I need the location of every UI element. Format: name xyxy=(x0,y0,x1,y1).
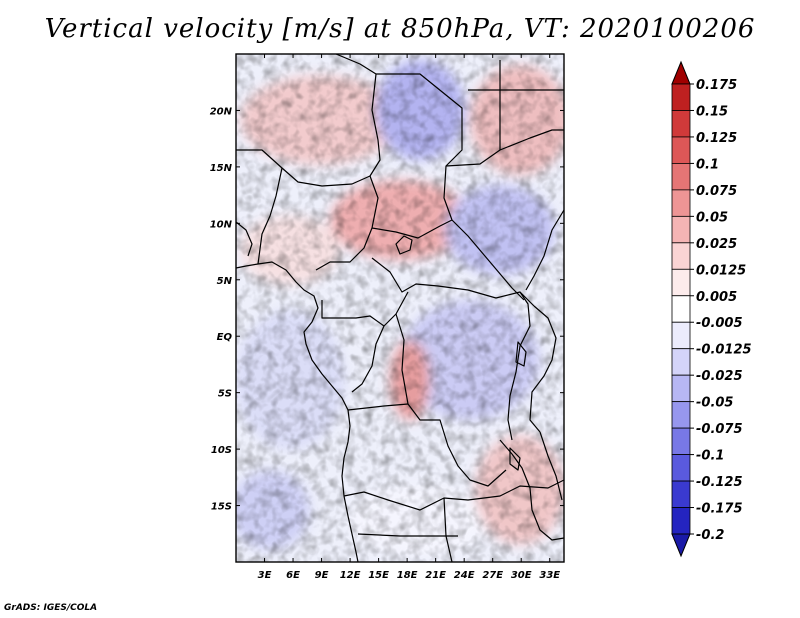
colorbar-label: 0.025 xyxy=(696,237,737,252)
y-axis: 20N 15N 10N 5N EQ 5S 10S 15S xyxy=(210,106,564,513)
y-tick-label: 5S xyxy=(218,389,232,400)
plot-frame xyxy=(235,53,565,563)
colorbar-label: 0.1 xyxy=(696,157,719,172)
colorbar-min-triangle xyxy=(671,533,691,558)
x-tick-label: 6E xyxy=(286,570,300,581)
velocity-field xyxy=(236,54,564,562)
x-tick-label: 30E xyxy=(511,570,532,581)
x-tick-label: 27E xyxy=(482,570,503,581)
colorbar-box xyxy=(671,268,691,297)
colorbar-label: -0.125 xyxy=(696,475,743,490)
x-tick-label: 12E xyxy=(340,570,361,581)
x-tick-label: 24E xyxy=(454,570,475,581)
y-tick-label: 5N xyxy=(217,276,233,287)
y-tick-label: 10S xyxy=(211,445,232,456)
colorbar-max-triangle xyxy=(671,60,691,85)
colorbar-label: 0.175 xyxy=(696,78,737,93)
colorbar-label: 0.15 xyxy=(696,104,728,119)
colorbar-box xyxy=(671,374,691,403)
colorbar-box xyxy=(671,215,691,244)
colorbar-label: -0.075 xyxy=(696,422,743,437)
colorbar-box xyxy=(671,348,691,376)
x-tick-label: 9E xyxy=(315,570,329,581)
colorbar-label: -0.025 xyxy=(696,369,743,384)
colorbar-box xyxy=(671,321,691,350)
x-tick-label: 21E xyxy=(425,570,446,581)
y-tick-label: 20N xyxy=(210,106,233,117)
colorbar-box xyxy=(671,83,691,111)
colorbar-label: 0.075 xyxy=(696,184,737,199)
colorbar-label: 0.0125 xyxy=(696,263,746,278)
colorbar-box xyxy=(671,401,691,429)
x-tick-label: 18E xyxy=(397,570,418,581)
colorbar-box xyxy=(671,189,691,217)
x-tick-label: 3E xyxy=(258,570,272,581)
colorbar-box xyxy=(671,163,691,191)
colorbar: 0.175 0.15 0.125 0.1 0.075 0.05 0.025 0.0125 0.0… xyxy=(671,60,752,558)
colorbar-label: -0.005 xyxy=(696,316,743,331)
colorbar-label: -0.05 xyxy=(696,396,733,411)
y-tick-label: 15S xyxy=(211,502,232,513)
colorbar-label: 0.05 xyxy=(696,210,728,225)
x-tick-label: 15E xyxy=(368,570,389,581)
y-tick-label: 15N xyxy=(210,163,233,174)
colorbar-label: -0.2 xyxy=(696,528,724,543)
grads-credit: GrADS: IGES/COLA xyxy=(4,603,98,613)
colorbar-label: -0.0125 xyxy=(696,343,752,358)
colorbar-box xyxy=(671,242,691,270)
colorbar-label: -0.175 xyxy=(696,502,743,517)
colorbar-box xyxy=(671,480,691,508)
y-tick-label: 10N xyxy=(210,219,233,230)
colorbar-box xyxy=(671,110,691,138)
colorbar-label: 0.125 xyxy=(696,131,737,146)
colorbar-box xyxy=(671,454,691,482)
y-tick-label: EQ xyxy=(217,332,233,343)
country-borders xyxy=(236,54,564,562)
x-tick-label: 33E xyxy=(539,570,560,581)
colorbar-box xyxy=(671,136,691,164)
colorbar-box xyxy=(671,507,691,535)
map-title: Vertical velocity [m/s] at 850hPa, VT: 2… xyxy=(44,14,756,44)
colorbar-box xyxy=(671,427,691,455)
colorbar-box xyxy=(671,295,691,323)
colorbar-label: 0.005 xyxy=(696,290,737,305)
x-axis: 3E 6E 9E 12E 15E 18E 21E 24E 27E 30E 33E xyxy=(258,54,560,581)
colorbar-label: -0.1 xyxy=(696,449,724,464)
